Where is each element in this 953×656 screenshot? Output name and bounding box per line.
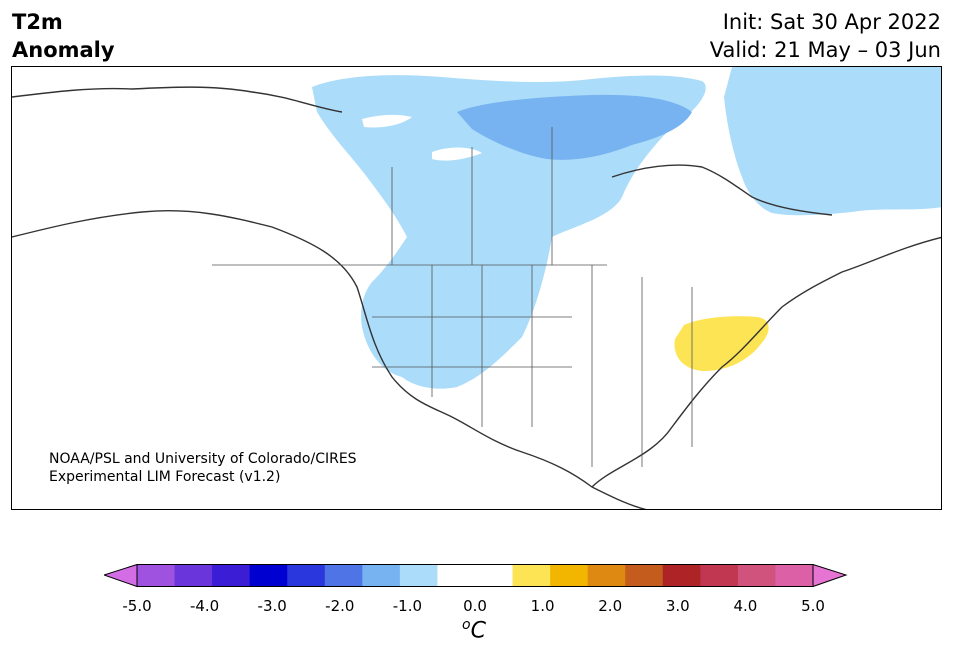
warm-anomaly-region [674, 316, 769, 372]
colorbar-cells [104, 564, 848, 588]
colorbar-cell [437, 564, 476, 587]
colorbar-cell [587, 564, 626, 587]
unit-celsius: C [470, 618, 486, 644]
colorbar-cell [512, 564, 551, 587]
colorbar-extend-low [104, 564, 138, 588]
unit-degree: o [462, 617, 471, 633]
coastlines [12, 86, 941, 509]
colorbar-cell [625, 564, 664, 587]
colorbar-tick-label: -2.0 [325, 597, 355, 615]
political-borders [212, 127, 693, 467]
colorbar-cell [475, 564, 514, 587]
colorbar-cell [662, 564, 701, 587]
colorbar-cell [399, 564, 438, 587]
colorbar [104, 564, 848, 588]
colorbar-unit: oC [462, 617, 486, 643]
colorbar-extend-high [812, 564, 848, 588]
colorbar-tick-label: 3.0 [665, 597, 690, 615]
colorbar-tick-label: -4.0 [189, 597, 220, 615]
credit-line-2: Experimental LIM Forecast (v1.2) [49, 469, 281, 485]
lake-1 [362, 114, 412, 128]
colorbar-cell [737, 564, 776, 587]
title-type: Anomaly [12, 38, 115, 62]
credit-line-1: NOAA/PSL and University of Colorado/CIRE… [49, 451, 357, 467]
colorbar-cell [174, 564, 213, 587]
colorbar-cell [362, 564, 401, 587]
init-date: Init: Sat 30 Apr 2022 [722, 10, 941, 34]
colorbar-cell [212, 564, 251, 587]
title-variable: T2m [12, 10, 63, 34]
colorbar-cell [287, 564, 326, 587]
colorbar-tick-label: 1.0 [530, 597, 555, 615]
valid-range: Valid: 21 May – 03 Jun [709, 38, 941, 62]
colorbar-tick-label: -5.0 [122, 597, 152, 615]
colorbar-cell [249, 564, 288, 587]
lake-2 [432, 147, 482, 161]
map-panel: NOAA/PSL and University of Colorado/CIRE… [11, 66, 942, 510]
cool-anomaly-region [312, 75, 706, 389]
map-svg [12, 67, 941, 509]
colorbar-cell [324, 564, 363, 587]
forecast-dates: Init: Sat 30 Apr 2022 Valid: 21 May – 03… [710, 8, 941, 64]
colorbar-tick-label: -1.0 [392, 597, 423, 615]
colorbar-tick-label: 4.0 [733, 597, 758, 615]
colorbar-tick-label: 0.0 [463, 597, 487, 615]
colorbar-tick-label: 5.0 [801, 597, 825, 615]
strong-cool-core [457, 94, 692, 160]
cool-anomaly-labrador [724, 67, 941, 216]
credit-text: NOAA/PSL and University of Colorado/CIRE… [49, 450, 357, 486]
colorbar-tick-label: -3.0 [257, 597, 287, 615]
colorbar-cell [775, 564, 814, 587]
colorbar-cell [700, 564, 739, 587]
colorbar-outline [136, 564, 814, 587]
map-title: T2m Anomaly [12, 8, 115, 64]
colorbar-cell [550, 564, 589, 587]
colorbar-cell [137, 564, 176, 587]
colorbar-tick-label: 2.0 [598, 597, 623, 615]
